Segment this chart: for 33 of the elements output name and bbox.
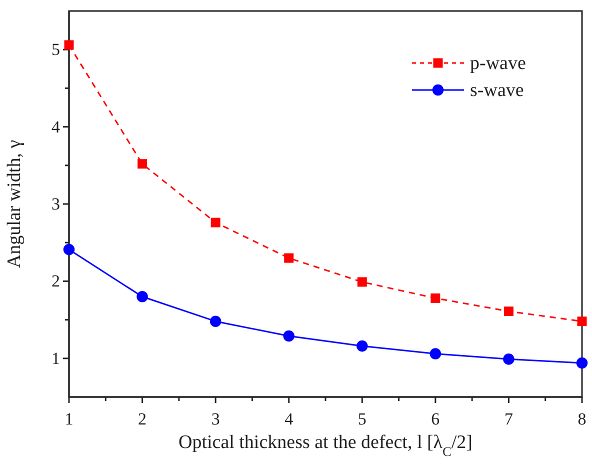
y-tick-label: 4: [52, 117, 60, 136]
point: [64, 40, 74, 50]
x-tick-label: 1: [64, 410, 74, 429]
x-axis-title: Optical thickness at the defect, l [λ$_{C}$/2]: [178, 432, 473, 458]
point: [138, 159, 148, 169]
x-tick-label: 4: [284, 410, 294, 429]
point: [210, 218, 220, 228]
point: [63, 244, 75, 256]
x-tick-label: 2: [138, 410, 147, 429]
point: [577, 316, 587, 326]
y-tick-label: 3: [52, 194, 60, 214]
point: [356, 340, 368, 352]
legend-label: p-wave: [470, 53, 526, 74]
y-tick-label: 1: [52, 348, 60, 368]
legend-label: s-wave: [470, 80, 524, 101]
point: [210, 316, 222, 327]
y-tick-label: 5: [52, 40, 60, 60]
y-tick-label: 2: [52, 272, 60, 291]
x-tick-label: 6: [431, 410, 440, 429]
point: [503, 354, 514, 365]
point: [430, 348, 442, 360]
x-tick-label: 7: [504, 410, 514, 429]
point: [430, 293, 440, 303]
x-tick-label: 3: [211, 410, 220, 429]
point: [284, 253, 294, 263]
point: [504, 306, 514, 316]
x-tick-label: 5: [358, 410, 366, 429]
y-axis-title: Angular width, γ: [4, 140, 25, 268]
x-tick-label: 8: [578, 410, 586, 429]
point: [283, 330, 294, 342]
point: [136, 291, 148, 302]
point: [357, 277, 367, 287]
point: [576, 357, 588, 369]
